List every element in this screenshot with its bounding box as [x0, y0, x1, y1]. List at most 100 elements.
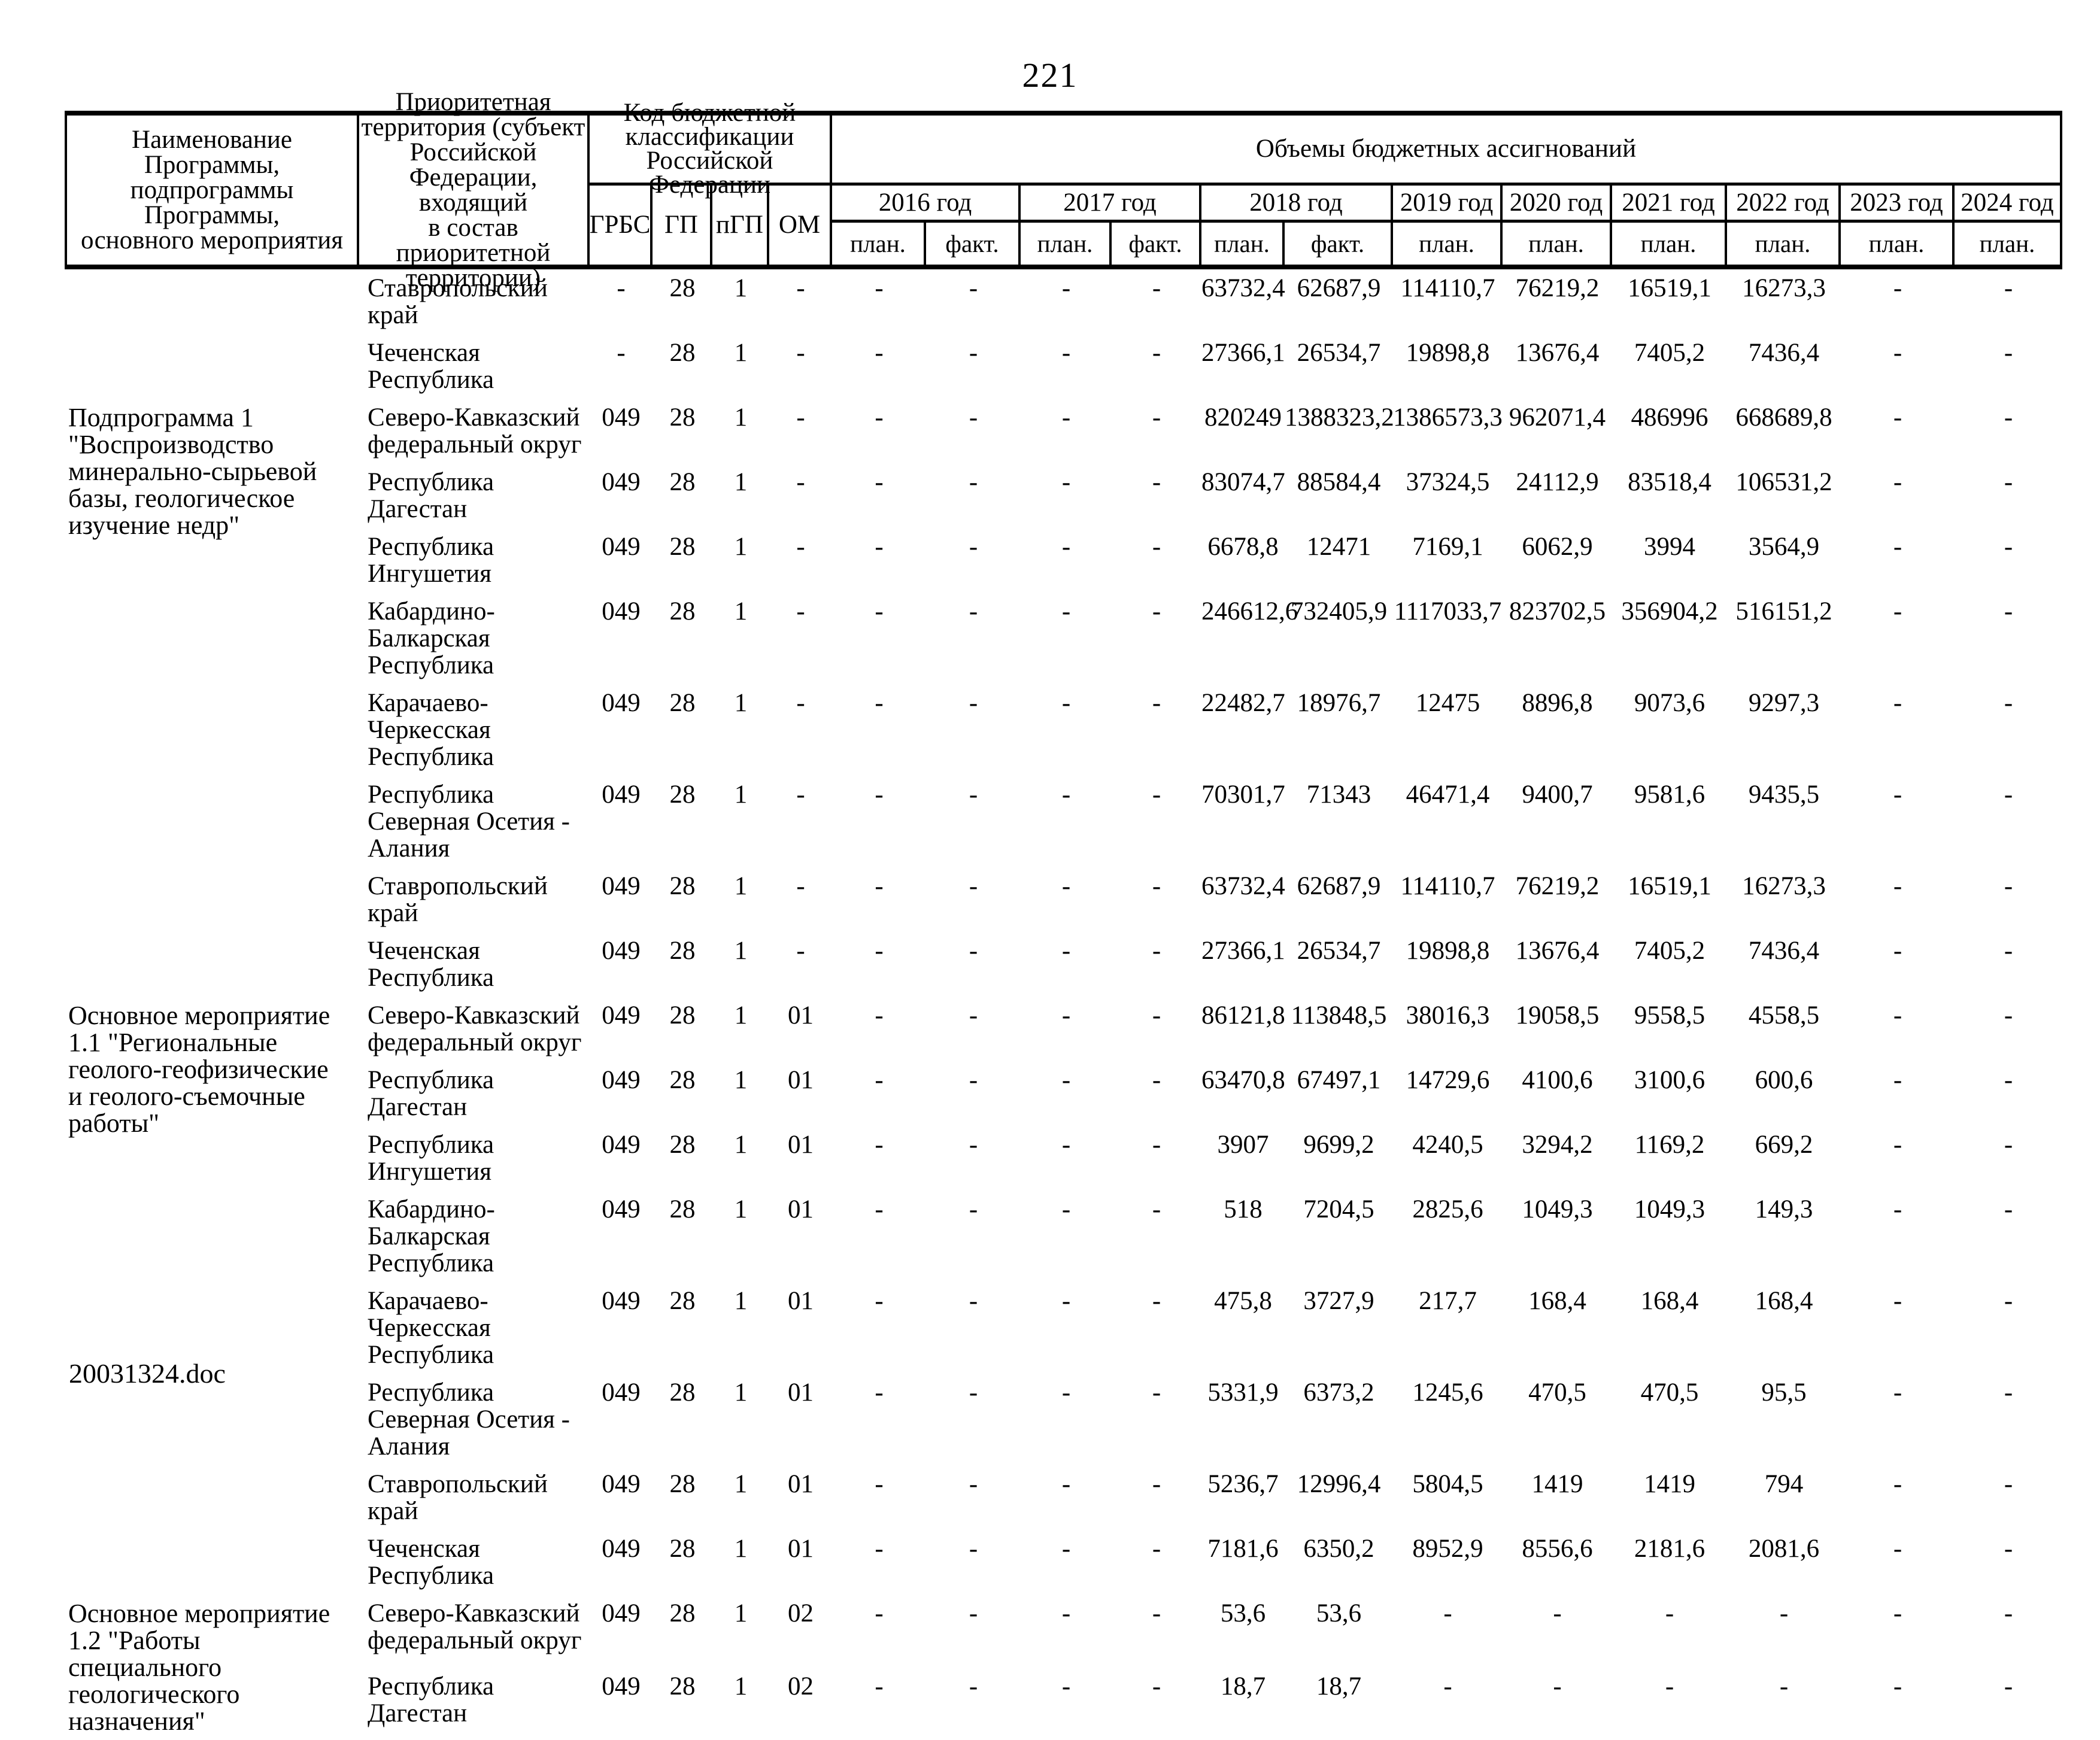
value-cell: -	[926, 1061, 1021, 1126]
value-cell: -	[1841, 932, 1955, 997]
code-cell: 049	[590, 1595, 653, 1668]
territory-cell: Чеченская Республика	[359, 932, 590, 997]
value-cell: -	[1112, 1061, 1201, 1126]
value-cell: 7405,2	[1612, 334, 1727, 399]
value-cell: -	[1841, 399, 1955, 463]
header-code-subcol: ГРБС	[590, 186, 653, 269]
value-cell: 962071,4	[1503, 399, 1612, 463]
code-cell: 1	[712, 1668, 769, 1740]
value-cell: -	[1955, 684, 2062, 776]
value-cell: 3727,9	[1285, 1282, 1393, 1374]
value-cell: 27366,1	[1201, 932, 1285, 997]
value-cell: -	[1955, 593, 2062, 684]
value-cell: 1049,3	[1503, 1191, 1612, 1282]
value-cell: -	[1021, 997, 1112, 1061]
plan-fact-header: факт.	[926, 223, 1021, 269]
value-cell: 12475	[1393, 684, 1503, 776]
value-cell: 76219,2	[1503, 269, 1612, 334]
value-cell: 2081,6	[1727, 1530, 1841, 1595]
value-cell: -	[926, 399, 1021, 463]
value-cell: -	[1841, 1595, 1955, 1668]
territory-cell: Республика Северная Осетия - Алания	[359, 776, 590, 867]
value-cell: 114110,7	[1393, 867, 1503, 932]
value-cell: 7169,1	[1393, 528, 1503, 593]
year-header: 2023 год	[1841, 186, 1955, 223]
value-cell: -	[1112, 997, 1201, 1061]
value-cell: -	[1021, 269, 1112, 334]
value-cell: 12471	[1285, 528, 1393, 593]
code-cell: 28	[653, 1465, 712, 1530]
value-cell: -	[1841, 684, 1955, 776]
value-cell: 1419	[1503, 1465, 1612, 1530]
code-cell: 28	[653, 1374, 712, 1465]
value-cell: -	[926, 1595, 1021, 1668]
value-cell: -	[1112, 1465, 1201, 1530]
program-name-cell: Основное мероприятие 1.1 "Региональные г…	[65, 997, 359, 1595]
header-program-name: Наименование Программы, подпрограммы Про…	[65, 111, 359, 269]
value-cell: 217,7	[1393, 1282, 1503, 1374]
code-cell: 049	[590, 932, 653, 997]
value-cell: 820249	[1201, 399, 1285, 463]
value-cell: -	[1841, 1374, 1955, 1465]
footer-filename: 20031324.doc	[69, 1358, 226, 1389]
value-cell: -	[926, 1126, 1021, 1191]
value-cell: -	[1021, 1061, 1112, 1126]
value-cell: 12996,4	[1285, 1465, 1393, 1530]
value-cell: -	[832, 1530, 926, 1595]
code-cell: 01	[769, 1465, 832, 1530]
code-cell: 049	[590, 1465, 653, 1530]
plan-fact-header: факт.	[1285, 223, 1393, 269]
value-cell: 8896,8	[1503, 684, 1612, 776]
value-cell: 9581,6	[1612, 776, 1727, 867]
value-cell: 70301,7	[1201, 776, 1285, 867]
value-cell: 669,2	[1727, 1126, 1841, 1191]
plan-fact-header: план.	[1393, 223, 1503, 269]
code-cell: 28	[653, 1595, 712, 1668]
value-cell: 8952,9	[1393, 1530, 1503, 1595]
code-cell: 049	[590, 593, 653, 684]
value-cell: 4100,6	[1503, 1061, 1612, 1126]
code-cell: 28	[653, 269, 712, 334]
value-cell: 18976,7	[1285, 684, 1393, 776]
value-cell: 95,5	[1727, 1374, 1841, 1465]
code-cell: 1	[712, 1374, 769, 1465]
territory-cell: Северо-Кавказский федеральный округ	[359, 1595, 590, 1668]
value-cell: -	[1955, 776, 2062, 867]
value-cell: 62687,9	[1285, 867, 1393, 932]
value-cell: -	[1112, 463, 1201, 528]
value-cell: 168,4	[1503, 1282, 1612, 1374]
value-cell: -	[832, 1668, 926, 1740]
value-cell: -	[832, 463, 926, 528]
value-cell: 63470,8	[1201, 1061, 1285, 1126]
code-cell: 049	[590, 776, 653, 867]
year-header: 2021 год	[1612, 186, 1727, 223]
territory-cell: Республика Ингушетия	[359, 1126, 590, 1191]
value-cell: 6373,2	[1285, 1374, 1393, 1465]
territory-cell: Республика Дагестан	[359, 1061, 590, 1126]
code-cell: 1	[712, 932, 769, 997]
header-code-subcol: ОМ	[769, 186, 832, 269]
value-cell: -	[1955, 1595, 2062, 1668]
program-name-cell: Основное мероприятие 1.2 "Работы специал…	[65, 1595, 359, 1740]
value-cell: 7181,6	[1201, 1530, 1285, 1595]
code-cell: 1	[712, 334, 769, 399]
code-cell: 049	[590, 1374, 653, 1465]
value-cell: 6062,9	[1503, 528, 1612, 593]
value-cell: 16273,3	[1727, 269, 1841, 334]
code-cell: 28	[653, 997, 712, 1061]
plan-fact-header: план.	[1955, 223, 2062, 269]
value-cell: 9558,5	[1612, 997, 1727, 1061]
scanned-document-page: { "page": { "number": "221", "footer_fil…	[0, 0, 2100, 1484]
value-cell: 168,4	[1612, 1282, 1727, 1374]
year-header: 2017 год	[1021, 186, 1201, 223]
value-cell: -	[1112, 776, 1201, 867]
value-cell: 6678,8	[1201, 528, 1285, 593]
code-cell: 049	[590, 1668, 653, 1740]
value-cell: -	[1021, 867, 1112, 932]
code-cell: 28	[653, 1530, 712, 1595]
value-cell: -	[1112, 1374, 1201, 1465]
value-cell: -	[926, 269, 1021, 334]
value-cell: 83518,4	[1612, 463, 1727, 528]
code-cell: 28	[653, 932, 712, 997]
value-cell: 114110,7	[1393, 269, 1503, 334]
